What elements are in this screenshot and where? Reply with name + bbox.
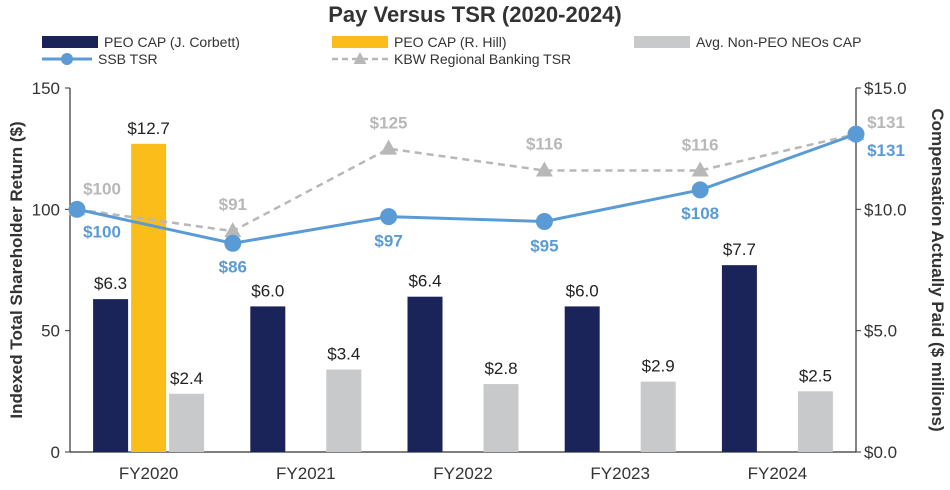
x-tick-label: FY2023 — [590, 464, 650, 483]
bar-value-label: $7.7 — [723, 240, 756, 259]
legend-swatch-non-peo — [634, 36, 690, 48]
legend-label: KBW Regional Banking TSR — [394, 51, 571, 67]
kbw-tsr-point — [380, 139, 398, 155]
ssb-tsr-point — [380, 208, 398, 226]
bar-value-label: $6.0 — [566, 281, 599, 300]
kbw-value-label: $91 — [219, 195, 247, 214]
ssb-value-label: $86 — [219, 257, 247, 276]
bar — [483, 384, 519, 452]
right-tick-label: $0.0 — [864, 443, 897, 462]
kbw-value-label: $116 — [526, 135, 563, 154]
x-tick-label: FY2022 — [433, 464, 493, 483]
ssb-value-label: $108 — [681, 204, 719, 223]
ssb-tsr-point — [224, 234, 242, 252]
bar — [797, 391, 833, 452]
bar-value-label: $12.7 — [127, 119, 170, 138]
kbw-tsr-point — [691, 161, 709, 177]
bar-value-label: $2.5 — [799, 366, 832, 385]
bar-value-label: $6.0 — [251, 281, 284, 300]
bar — [640, 381, 676, 452]
x-tick-label: FY2024 — [748, 464, 808, 483]
bar — [250, 306, 286, 452]
left-tick-label: 50 — [41, 322, 60, 341]
bar-value-label: $2.8 — [484, 359, 517, 378]
legend-swatch-hill — [332, 36, 388, 48]
bar-value-label: $6.3 — [94, 274, 127, 293]
ssb-value-label: $131 — [867, 141, 905, 160]
ssb-tsr-point — [847, 125, 865, 143]
bar — [326, 369, 362, 452]
data-labels: $6.3 $6.0 $6.4 $6.0 $7.7 $12.7 $2.4 $3.4 $2.8 $2.… — [83, 113, 905, 388]
bar — [93, 299, 129, 452]
left-tick-label: 100 — [32, 200, 60, 219]
ssb-tsr-point — [535, 212, 553, 230]
ssb-tsr-line — [76, 132, 857, 245]
right-tick-label: $5.0 — [864, 322, 897, 341]
x-tick-label: FY2021 — [276, 464, 336, 483]
right-tick-label: $10.0 — [864, 200, 907, 219]
legend-swatch-corbett — [42, 36, 98, 48]
legend: PEO CAP (J. Corbett) PEO CAP (R. Hill) Avg… — [42, 34, 861, 67]
legend-label: Avg. Non-PEO NEOs CAP — [696, 34, 861, 50]
ssb-value-label: $100 — [83, 222, 121, 241]
bar — [721, 265, 757, 452]
bar — [564, 306, 600, 452]
kbw-value-label: $100 — [83, 179, 121, 198]
bar — [407, 296, 443, 452]
axes: 0 50 100 150 $0.0 $5.0 $10.0 $15.0 Indexed Total… — [7, 79, 947, 483]
bar — [169, 393, 205, 452]
legend-label: PEO CAP (R. Hill) — [394, 34, 507, 50]
bar-value-label: $3.4 — [327, 344, 360, 363]
legend-label: SSB TSR — [98, 51, 158, 67]
kbw-value-label: $125 — [370, 114, 408, 133]
bar-value-label: $2.4 — [170, 369, 203, 388]
legend-swatch-kbw-marker — [353, 52, 367, 64]
bar-value-label: $2.9 — [642, 357, 675, 376]
ssb-value-label: $97 — [374, 232, 402, 251]
left-axis-title: Indexed Total Shareholder Return ($) — [7, 121, 26, 418]
right-axis-title: Compensation Actually Paid ($ millions) — [928, 108, 947, 431]
ssb-value-label: $95 — [530, 236, 558, 255]
bar-value-label: $6.4 — [408, 272, 441, 291]
legend-swatch-ssb-marker — [61, 53, 73, 65]
kbw-tsr-point — [224, 222, 242, 238]
kbw-value-label: $131 — [867, 113, 905, 132]
kbw-value-label: $116 — [682, 136, 719, 155]
kbw-tsr-point — [535, 161, 553, 177]
x-tick-label: FY2020 — [119, 464, 179, 483]
lines — [68, 125, 865, 252]
ssb-tsr-point — [68, 200, 86, 218]
bars — [93, 143, 833, 452]
chart-title: Pay Versus TSR (2020-2024) — [328, 2, 622, 27]
right-tick-label: $15.0 — [864, 79, 907, 98]
kbw-tsr-line — [76, 132, 857, 233]
left-tick-label: 0 — [51, 443, 60, 462]
legend-label: PEO CAP (J. Corbett) — [104, 34, 240, 50]
left-tick-label: 150 — [32, 79, 60, 98]
bar — [131, 143, 167, 452]
ssb-tsr-point — [691, 181, 709, 199]
